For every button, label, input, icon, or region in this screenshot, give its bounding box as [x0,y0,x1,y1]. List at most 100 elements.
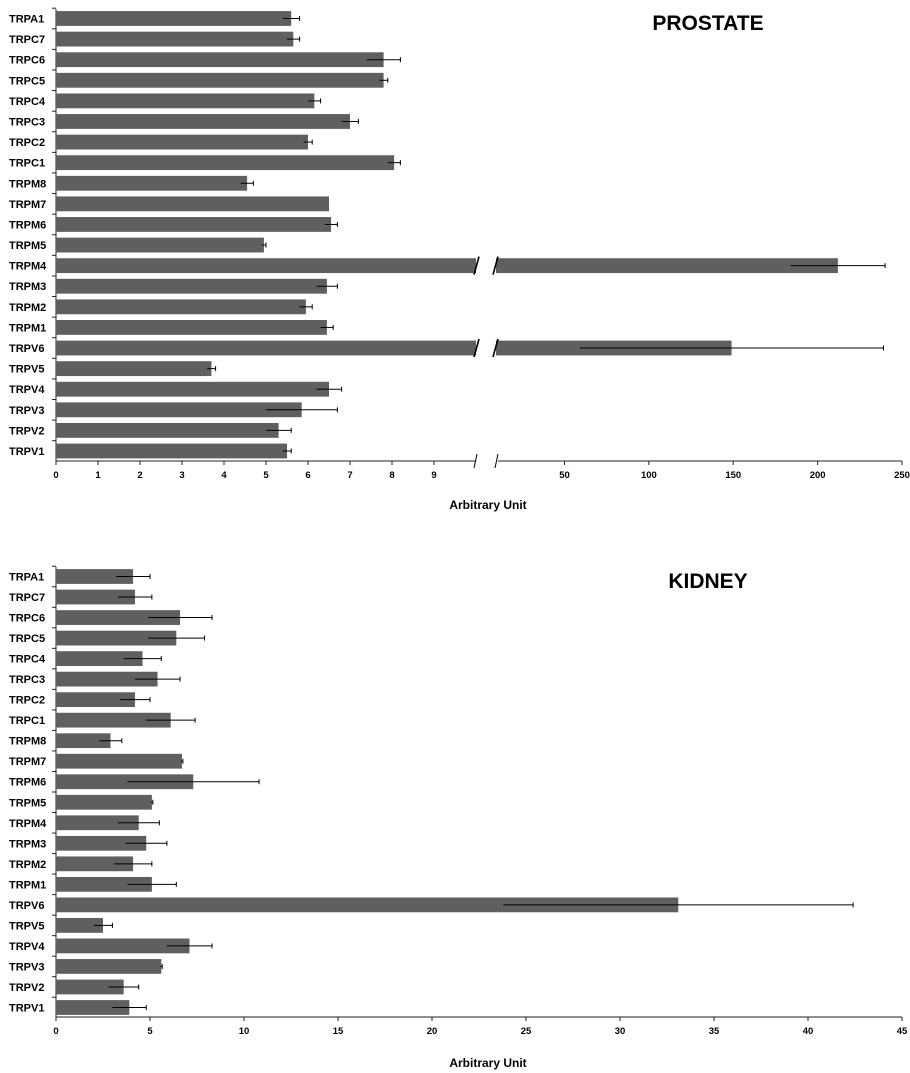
category-label: TRPM4 [9,261,47,273]
bar [56,402,302,418]
bar [56,114,350,129]
bar [56,278,327,294]
category-label: TRPV3 [9,961,44,973]
bar [56,299,306,315]
category-label: TRPC3 [9,674,45,686]
category-label: TRPM8 [9,178,46,190]
axis-break-mark [492,256,499,275]
x-tick-label: 3 [179,470,184,481]
x-tick-label: 30 [615,1026,626,1037]
category-label: TRPC5 [9,633,45,645]
bar [56,589,135,605]
kidney-chart: KIDNEY Arbitrary Unit 0 5 10 15 20 25 30 35 40 45… [9,565,908,1070]
x-axis-label: Arbitrary Unit [449,498,526,512]
x-tick-label: 250 [894,470,910,481]
bar [56,258,838,274]
bar [56,692,135,708]
category-label: TRPM3 [9,281,46,293]
prostate-chart: PROSTATE Arbitrary Unit 0 1 2 3 4 5 6 7 8 9 50 100 1… [9,7,910,512]
bar [56,876,152,892]
axis-break-gap [476,338,496,358]
x-tick-label: 7 [347,470,352,481]
category-label: TRPC7 [9,34,45,46]
bar [56,979,124,995]
category-label: TRPV5 [9,920,44,932]
category-label: TRPV6 [9,900,44,912]
category-label: TRPV4 [9,941,45,953]
bar [56,320,327,335]
bar [56,175,248,191]
bar [56,733,111,749]
category-label: TRPV4 [9,384,45,396]
category-label: TRPC5 [9,75,45,87]
x-tick-label: 5 [147,1026,153,1037]
category-label: TRPM6 [9,219,46,231]
x-tick-label: 50 [559,470,570,481]
x-tick-label: 15 [333,1026,344,1037]
x-tick-label: 20 [427,1026,438,1037]
category-label: TRPC4 [9,96,46,108]
axis-break-mark [473,453,478,469]
axis-break-mark [494,453,499,469]
bar [56,361,212,377]
category-label: TRPM7 [9,756,46,768]
category-label: TRPV2 [9,982,44,994]
bar [56,671,158,687]
category-label: TRPV1 [9,1003,44,1015]
bar [56,897,679,913]
x-tick-label: 25 [521,1026,532,1037]
category-label: TRPM1 [9,879,46,891]
axis-break-mark [473,256,480,275]
category-label: TRPM2 [9,859,46,871]
bar [56,794,152,810]
category-label: TRPM7 [9,199,46,211]
category-label: TRPV3 [9,405,44,417]
category-label: TRPM2 [9,302,46,314]
bar [56,237,264,253]
chart-title: KIDNEY [668,570,747,593]
category-label: TRPC2 [9,137,45,149]
x-tick-label: 200 [810,470,826,481]
bar [56,753,182,769]
category-label: TRPC1 [9,158,45,170]
bar [56,52,384,68]
category-label: TRPC1 [9,715,45,727]
bar [56,217,332,232]
category-label: TRPM5 [9,797,46,809]
x-tick-label: 9 [431,470,436,481]
bar [56,651,143,666]
bar [56,569,134,584]
bar [56,340,732,356]
bar [56,918,103,933]
bar [56,959,162,974]
bar [56,630,177,646]
x-tick-label: 0 [53,1026,58,1037]
x-tick-label: 100 [641,470,657,481]
category-label: TRPA1 [9,14,44,26]
x-tick-label: 5 [263,470,269,481]
axis-break-mark [473,338,480,358]
category-label: TRPC2 [9,695,45,707]
x-tick-label: 8 [389,470,394,481]
bar [56,443,287,459]
bar [56,422,279,438]
bar [56,938,190,954]
category-label: TRPA1 [9,572,44,584]
chart-title: PROSTATE [652,12,763,35]
x-tick-label: 2 [137,470,142,481]
category-label: TRPC3 [9,116,45,128]
x-tick-label: 40 [803,1026,814,1037]
category-label: TRPM4 [9,818,47,830]
category-label: TRPM1 [9,322,46,334]
x-tick-label: 10 [239,1026,250,1037]
category-label: TRPV1 [9,446,44,458]
bar [56,610,181,625]
x-tick-label: 6 [305,470,310,481]
bar [56,93,315,109]
bar [56,774,194,790]
category-label: TRPM5 [9,240,46,252]
bar [56,835,147,851]
category-label: TRPV6 [9,343,44,355]
x-tick-label: 0 [53,470,58,481]
